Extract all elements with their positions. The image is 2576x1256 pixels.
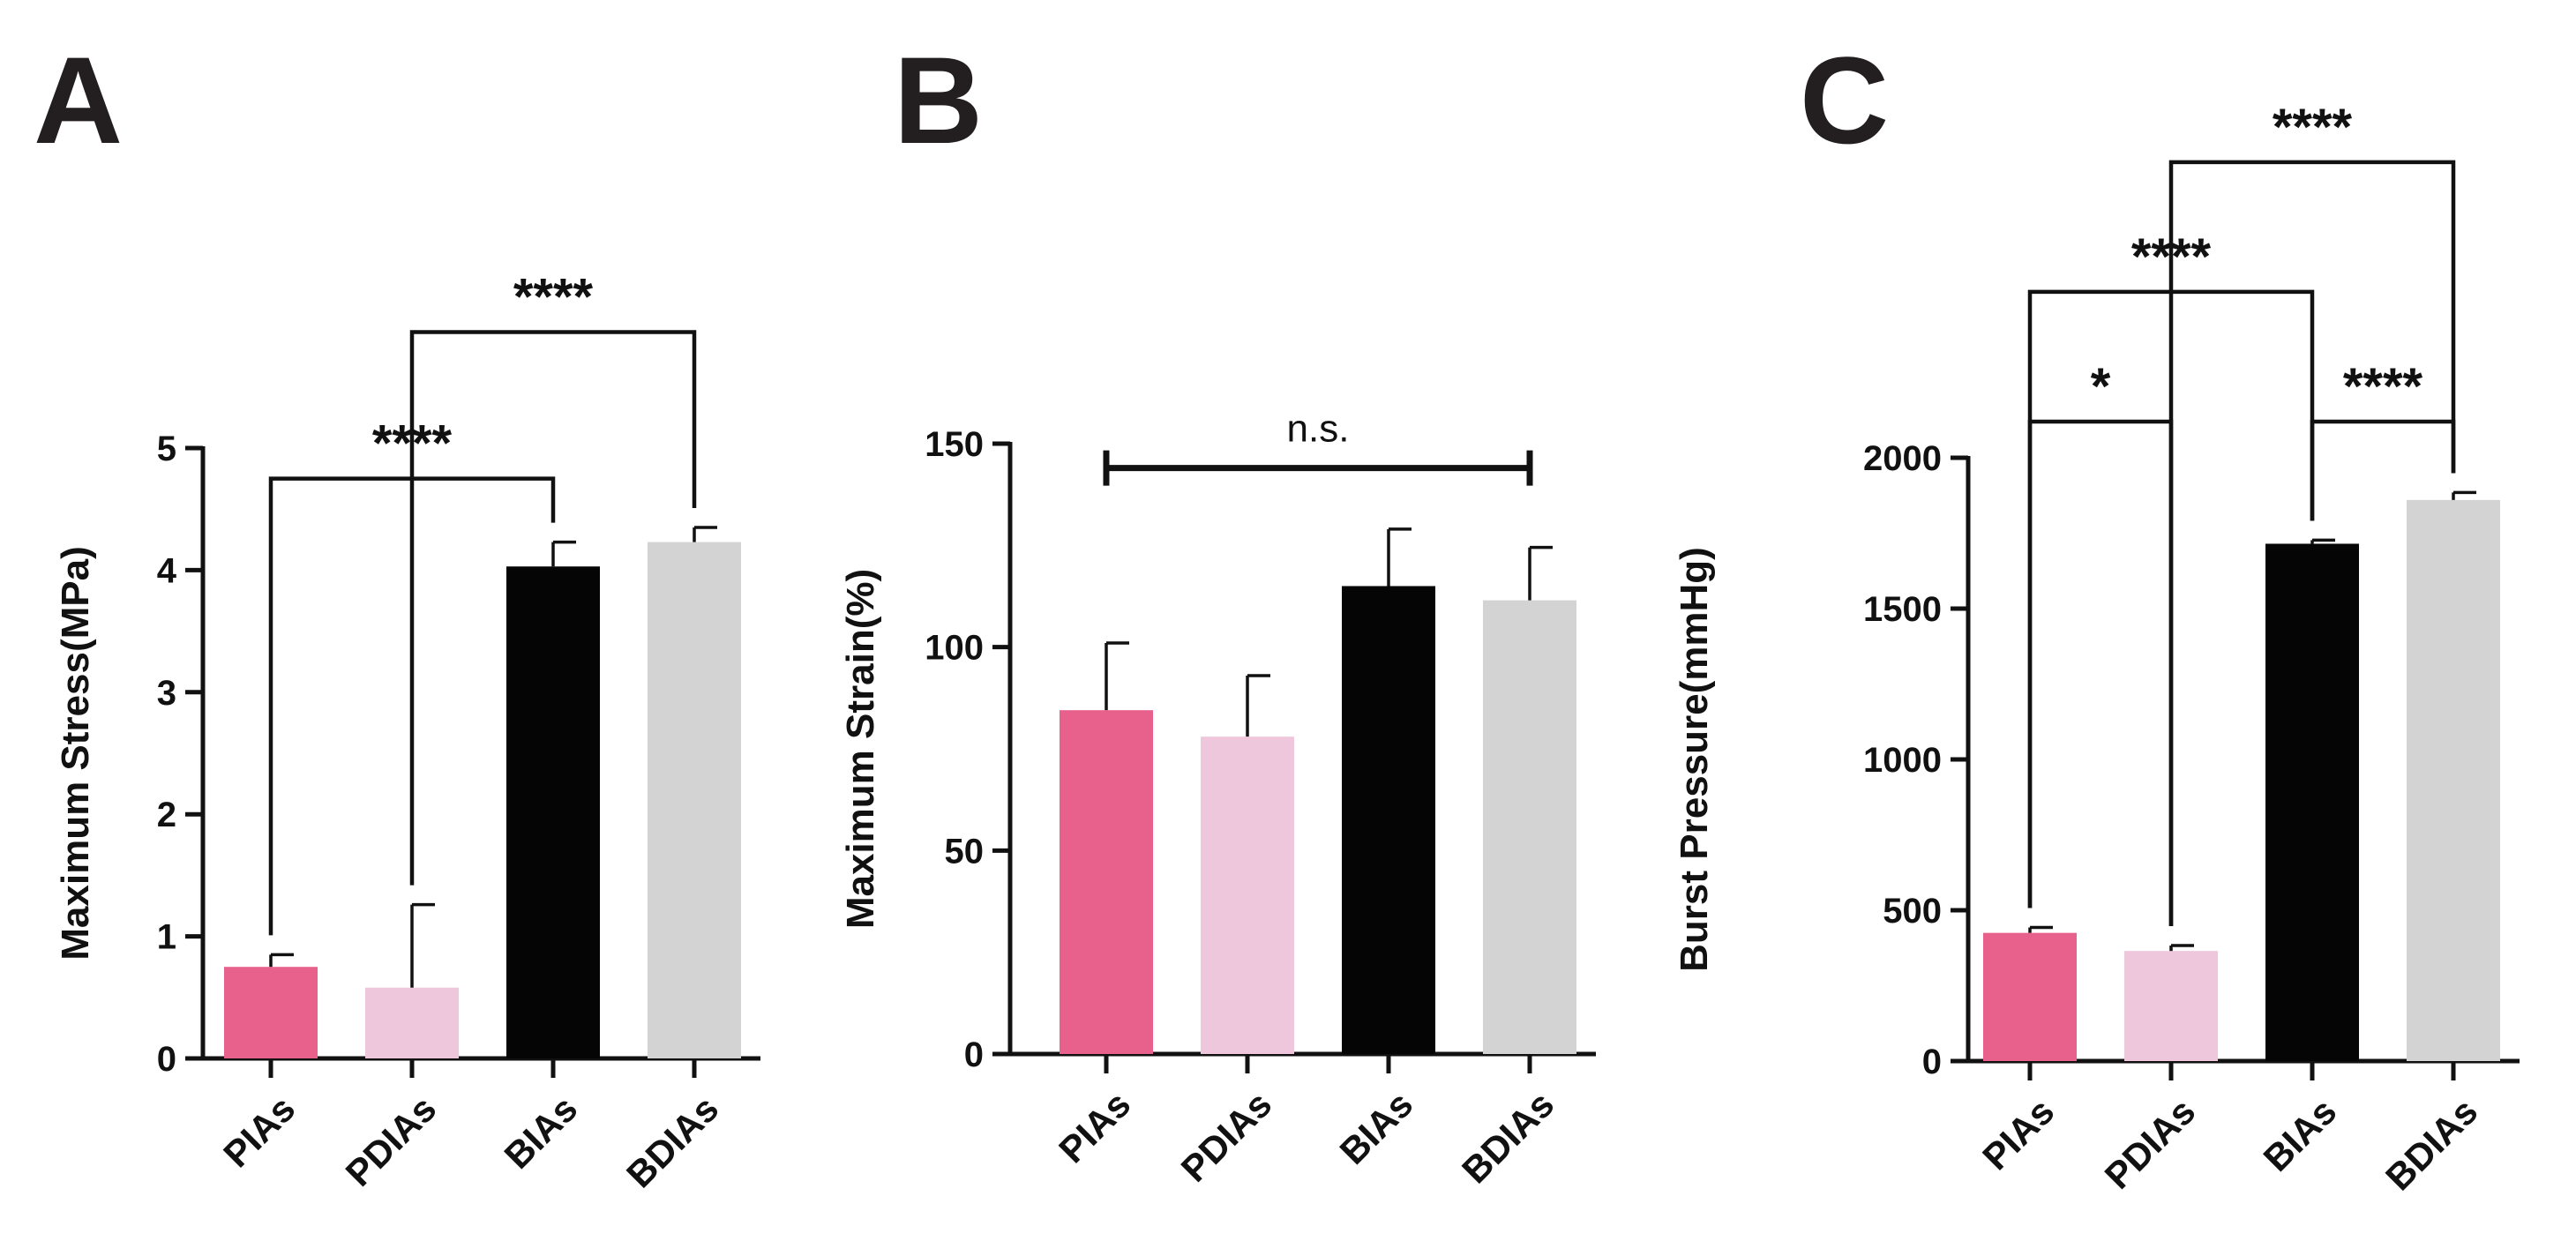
bar-bdias bbox=[1483, 600, 1576, 1054]
category-label: PIAs bbox=[1974, 1090, 2062, 1178]
category-label: BIAs bbox=[1331, 1083, 1420, 1172]
bar-bias bbox=[506, 566, 600, 1058]
category-label: BDIAs bbox=[618, 1088, 726, 1195]
y-tick-label: 5 bbox=[157, 430, 176, 468]
category-label: PDIAs bbox=[2097, 1090, 2204, 1197]
significance-label: * bbox=[2091, 358, 2111, 415]
significance-bracket bbox=[2027, 419, 2174, 927]
bar-pdias bbox=[1201, 736, 1294, 1054]
panel-letter-b: B bbox=[894, 31, 983, 169]
y-tick-label: 3 bbox=[157, 674, 176, 713]
y-tick-label: 0 bbox=[157, 1040, 176, 1079]
bar-pias bbox=[1060, 710, 1153, 1054]
y-tick-label: 2 bbox=[157, 796, 176, 834]
y-tick-label: 2000 bbox=[1863, 439, 1942, 478]
y-axis-label: Burst Pressure(mmHg) bbox=[1673, 547, 1716, 972]
y-tick-label: 150 bbox=[925, 425, 984, 464]
bar-pdias bbox=[365, 987, 459, 1058]
category-label: BDIAs bbox=[1454, 1083, 1561, 1191]
y-tick-label: 50 bbox=[945, 832, 985, 871]
y-tick-label: 0 bbox=[1922, 1043, 1942, 1081]
category-label: PIAs bbox=[1051, 1083, 1138, 1170]
y-axis-label: Maximum Strain(%) bbox=[839, 569, 882, 929]
significance-label: **** bbox=[2343, 358, 2423, 415]
panel-letter-a: A bbox=[34, 31, 123, 169]
bar-pias bbox=[1983, 932, 2077, 1061]
panel-letter-c: C bbox=[1800, 31, 1889, 169]
bar-bias bbox=[1342, 586, 1435, 1054]
bar-pias bbox=[224, 967, 318, 1058]
y-tick-label: 0 bbox=[964, 1035, 984, 1074]
bar-bias bbox=[2265, 543, 2359, 1061]
category-label: PDIAs bbox=[1173, 1083, 1280, 1190]
y-axis-label: Maximum Stress(MPa) bbox=[54, 546, 97, 960]
significance-label: **** bbox=[2273, 99, 2353, 156]
y-tick-label: 1000 bbox=[1863, 741, 1942, 780]
chart-panel-c: 0 500 1000 1500 2000 Burst Pressure(mmHg) PIAs… bbox=[1673, 99, 2520, 1198]
category-label: PIAs bbox=[215, 1088, 303, 1175]
category-label: PDIAs bbox=[338, 1088, 445, 1194]
significance-label: n.s. bbox=[1287, 407, 1350, 451]
bar-bdias bbox=[2407, 499, 2500, 1061]
y-tick-label: 100 bbox=[925, 629, 984, 668]
y-tick-label: 4 bbox=[157, 551, 177, 590]
category-label: BDIAs bbox=[2378, 1090, 2485, 1198]
y-tick-label: 500 bbox=[1883, 892, 1942, 931]
y-tick-label: 1 bbox=[157, 918, 176, 957]
bar-bdias bbox=[648, 542, 741, 1058]
category-label: BIAs bbox=[496, 1088, 585, 1177]
y-tick-label: 1500 bbox=[1863, 590, 1942, 629]
chart-panel-a: 0 1 2 3 4 5 Maximum Stress(MPa) PIAs PDIAs BIAs BD… bbox=[54, 269, 760, 1195]
category-label: BIAs bbox=[2255, 1090, 2344, 1179]
significance-label: **** bbox=[513, 269, 594, 326]
significance-bracket bbox=[2168, 160, 2456, 927]
bar-pdias bbox=[2124, 951, 2218, 1061]
significance-bracket bbox=[409, 330, 697, 886]
chart-panel-b: 0 50 100 150 Maximum Strain(%) PIAs PDIAs BIAs B… bbox=[839, 407, 1596, 1191]
